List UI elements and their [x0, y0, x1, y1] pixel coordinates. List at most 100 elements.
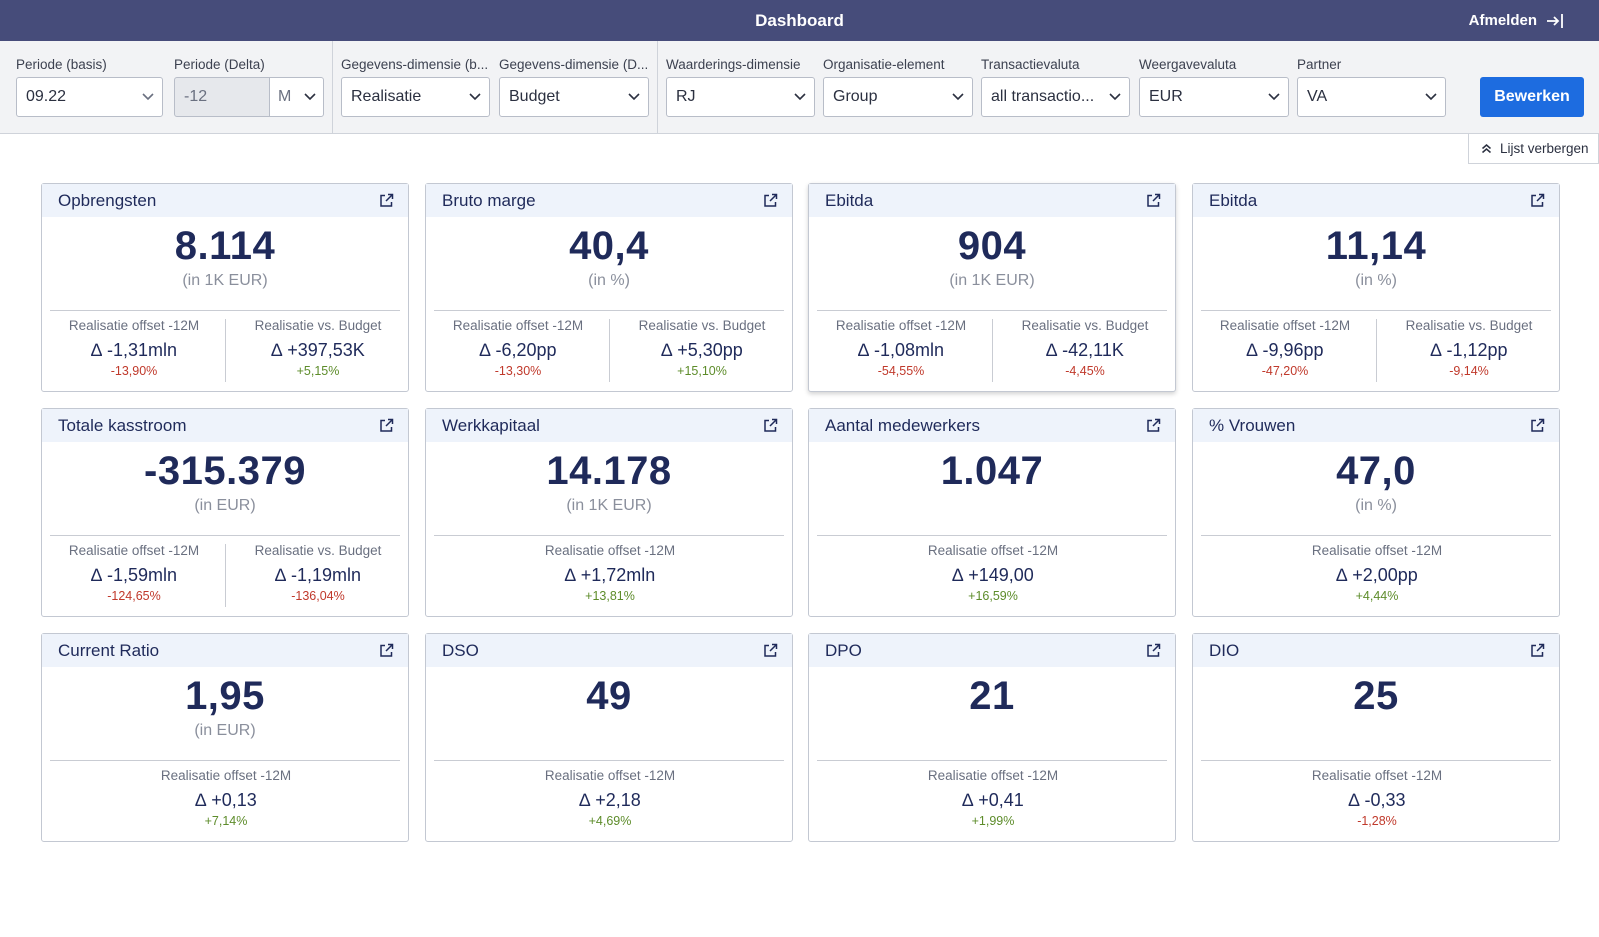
open-external-icon[interactable] [1530, 193, 1545, 208]
kpi-metric-delta: ∆ +2,18 [579, 790, 641, 810]
kpi-card-header: Ebitda [1193, 184, 1559, 217]
kpi-metric-label: Realisatie vs. Budget [1405, 318, 1533, 333]
kpi-metric-delta: ∆ -1,31mln [90, 340, 178, 360]
kpi-metric-label: Realisatie vs. Budget [1021, 318, 1149, 333]
open-external-icon[interactable] [763, 193, 778, 208]
kpi-card-header: Ebitda [809, 184, 1175, 217]
kpi-card-title: Ebitda [825, 191, 874, 210]
kpi-card-title: Bruto marge [442, 191, 536, 210]
periode-delta-unit-select[interactable]: M [269, 77, 324, 117]
kpi-value: 8.114 [174, 224, 276, 268]
kpi-metric-label: Realisatie offset -12M [544, 768, 676, 783]
kpi-metric-percent: +1,99% [971, 814, 1015, 828]
gegevens-basis-value: Realisatie [351, 88, 422, 105]
open-external-icon[interactable] [379, 418, 394, 433]
open-external-icon[interactable] [1146, 643, 1161, 658]
open-external-icon[interactable] [1530, 418, 1545, 433]
divider [1201, 760, 1551, 761]
kpi-metric-delta: ∆ +397,53K [271, 340, 365, 360]
kpi-metric: Realisatie vs. Budget ∆ -1,19mln -136,04% [226, 543, 410, 603]
kpi-card: % Vrouwen 47,0 (in %) Realisatie offset -12… [1192, 408, 1560, 617]
kpi-metric-label: Realisatie offset -12M [160, 768, 292, 783]
weergavevaluta-value: EUR [1149, 88, 1183, 105]
kpi-card-header: Werkkapitaal [426, 409, 792, 442]
kpi-unit: (in 1K EUR) [949, 272, 1035, 289]
hide-list-label: Lijst verbergen [1500, 141, 1589, 156]
page-title: Dashboard [755, 11, 844, 30]
open-external-icon[interactable] [763, 418, 778, 433]
kpi-metric-label: Realisatie offset -12M [544, 543, 676, 558]
divider [817, 535, 1167, 536]
kpi-card: Bruto marge 40,4 (in %) Realisatie offset -… [425, 183, 793, 392]
chevron-down-icon [461, 78, 489, 116]
transactievaluta-select[interactable]: all transactio... [981, 77, 1130, 117]
kpi-metric-percent: -13,90% [110, 364, 158, 378]
waardering-select[interactable]: RJ [666, 77, 815, 117]
chevron-down-icon [1101, 78, 1129, 116]
kpi-card-title: Opbrengsten [58, 191, 157, 210]
periode-delta-input[interactable]: -12 [174, 77, 270, 117]
logout-label: Afmelden [1468, 12, 1537, 29]
periode-basis-select[interactable]: 09.22 [16, 77, 163, 117]
kpi-metric: Realisatie vs. Budget ∆ -42,11K -4,45% [993, 318, 1177, 378]
kpi-metric-label: Realisatie offset -12M [1311, 543, 1443, 558]
chevron-down-icon [1417, 78, 1445, 116]
kpi-value: 47,0 [1336, 449, 1416, 493]
open-external-icon[interactable] [379, 643, 394, 658]
open-external-icon[interactable] [379, 193, 394, 208]
kpi-metric-percent: +13,81% [585, 589, 635, 603]
open-external-icon[interactable] [1146, 418, 1161, 433]
kpi-metric-delta: ∆ +0,41 [962, 790, 1024, 810]
chevron-down-icon [1260, 78, 1288, 116]
kpi-metric-percent: -13,30% [494, 364, 542, 378]
open-external-icon[interactable] [1530, 643, 1545, 658]
weergavevaluta-select[interactable]: EUR [1139, 77, 1289, 117]
transactievaluta-label: Transactievaluta [981, 57, 1080, 72]
logout-button[interactable]: Afmelden [1469, 0, 1565, 41]
kpi-metric-label: Realisatie offset -12M [1311, 768, 1443, 783]
divider [1201, 535, 1551, 536]
logout-icon [1547, 13, 1563, 28]
kpi-card: Aantal medewerkers 1.047 Realisatie offset… [808, 408, 1176, 617]
kpi-metric: Realisatie offset -12M ∆ -0,33 -1,28% [1193, 768, 1561, 828]
gegevens-delta-select[interactable]: Budget [499, 77, 649, 117]
kpi-card-title: Ebitda [1209, 191, 1258, 210]
chevron-down-icon [620, 78, 648, 116]
kpi-card-header: Opbrengsten [42, 184, 408, 217]
organisatie-select[interactable]: Group [823, 77, 973, 117]
waardering-value: RJ [676, 88, 696, 105]
kpi-card-header: DPO [809, 634, 1175, 667]
filter-bar: Periode (basis) 09.22 Periode (Delta) -1… [0, 41, 1599, 134]
filter-group-divider [332, 41, 333, 134]
kpi-card-title: Werkkapitaal [442, 416, 540, 435]
partner-select[interactable]: VA [1297, 77, 1446, 117]
kpi-metric: Realisatie offset -12M ∆ +2,00pp +4,44% [1193, 543, 1561, 603]
divider [434, 310, 784, 311]
hide-list-button[interactable]: Lijst verbergen [1468, 134, 1599, 164]
gegevens-basis-label: Gegevens-dimensie (b... [341, 57, 489, 72]
divider [817, 310, 1167, 311]
divider [434, 760, 784, 761]
open-external-icon[interactable] [763, 643, 778, 658]
organisatie-label: Organisatie-element [823, 57, 945, 72]
divider [225, 544, 226, 607]
kpi-metric: Realisatie offset -12M ∆ +1,72mln +13,81% [426, 543, 794, 603]
periode-basis-label: Periode (basis) [16, 57, 107, 72]
kpi-card-header: Bruto marge [426, 184, 792, 217]
weergavevaluta-label: Weergavevaluta [1139, 57, 1237, 72]
kpi-card: DSO 49 Realisatie offset -12M ∆ +2,18 +4,69% [425, 633, 793, 842]
open-external-icon[interactable] [1146, 193, 1161, 208]
gegevens-basis-select[interactable]: Realisatie [341, 77, 490, 117]
kpi-card-title: % Vrouwen [1209, 416, 1296, 435]
kpi-metric: Realisatie offset -12M ∆ +2,18 +4,69% [426, 768, 794, 828]
kpi-metric-percent: -136,04% [291, 589, 345, 603]
kpi-unit: (in %) [1355, 272, 1397, 289]
organisatie-value: Group [833, 88, 878, 105]
edit-button[interactable]: Bewerken [1480, 77, 1584, 117]
kpi-metric-delta: ∆ -1,19mln [274, 565, 362, 585]
kpi-metric-percent: -47,20% [1261, 364, 1309, 378]
kpi-metric: Realisatie offset -12M ∆ -6,20pp -13,30% [426, 318, 610, 378]
kpi-card-header: DSO [426, 634, 792, 667]
kpi-metric: Realisatie offset -12M ∆ -1,59mln -124,65% [42, 543, 226, 603]
kpi-metric-delta: ∆ +1,72mln [564, 565, 656, 585]
